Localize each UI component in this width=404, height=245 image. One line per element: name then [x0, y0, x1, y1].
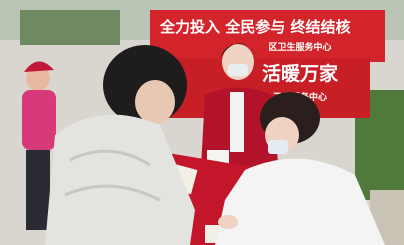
banner-org: 区卫生服务中心: [268, 41, 331, 53]
doctor-mask: [268, 140, 288, 154]
trees: [20, 10, 120, 45]
girl-coat: [22, 90, 56, 150]
photo: 全力投入 全民参与 终结结核 区卫生服务中心 活暖万家 卫生服务中心: [0, 0, 404, 245]
banner-headline: 活暖万家: [262, 62, 339, 85]
doctor-hand: [218, 215, 238, 229]
nurse-mask: [228, 64, 248, 76]
nurse-shirt: [230, 92, 244, 152]
banner-headline: 全力投入 全民参与 终结结核: [159, 18, 350, 36]
girl-legs: [26, 150, 50, 230]
woman-face: [135, 80, 175, 124]
